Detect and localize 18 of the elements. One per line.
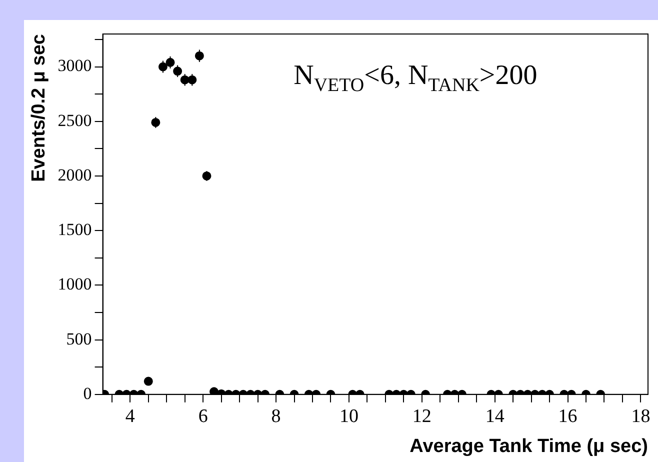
x-tick-label: 6 <box>198 406 208 427</box>
x-tick-label: 12 <box>412 406 432 427</box>
x-tick-label: 8 <box>271 406 281 427</box>
x-tick-label: 18 <box>631 406 650 427</box>
point <box>210 387 219 394</box>
y-tick-label: 1000 <box>58 274 92 294</box>
x-tick-label: 10 <box>339 406 358 427</box>
x-tick-label: 4 <box>125 406 136 427</box>
y-tick-label: 500 <box>66 329 92 348</box>
x-tick-label: 14 <box>485 406 505 427</box>
y-tick-label: 1500 <box>58 220 92 240</box>
y-tick-label: 2500 <box>58 110 92 130</box>
x-tick-label: 16 <box>558 406 578 427</box>
y-tick-label: 3000 <box>58 56 92 76</box>
y-axis-title: Events/0.2 μ sec <box>28 34 50 182</box>
x-axis-title: Average Tank Time (μ sec) <box>410 436 648 457</box>
y-tick-label: 2000 <box>58 165 92 184</box>
y-tick-label: 0 <box>83 384 92 403</box>
